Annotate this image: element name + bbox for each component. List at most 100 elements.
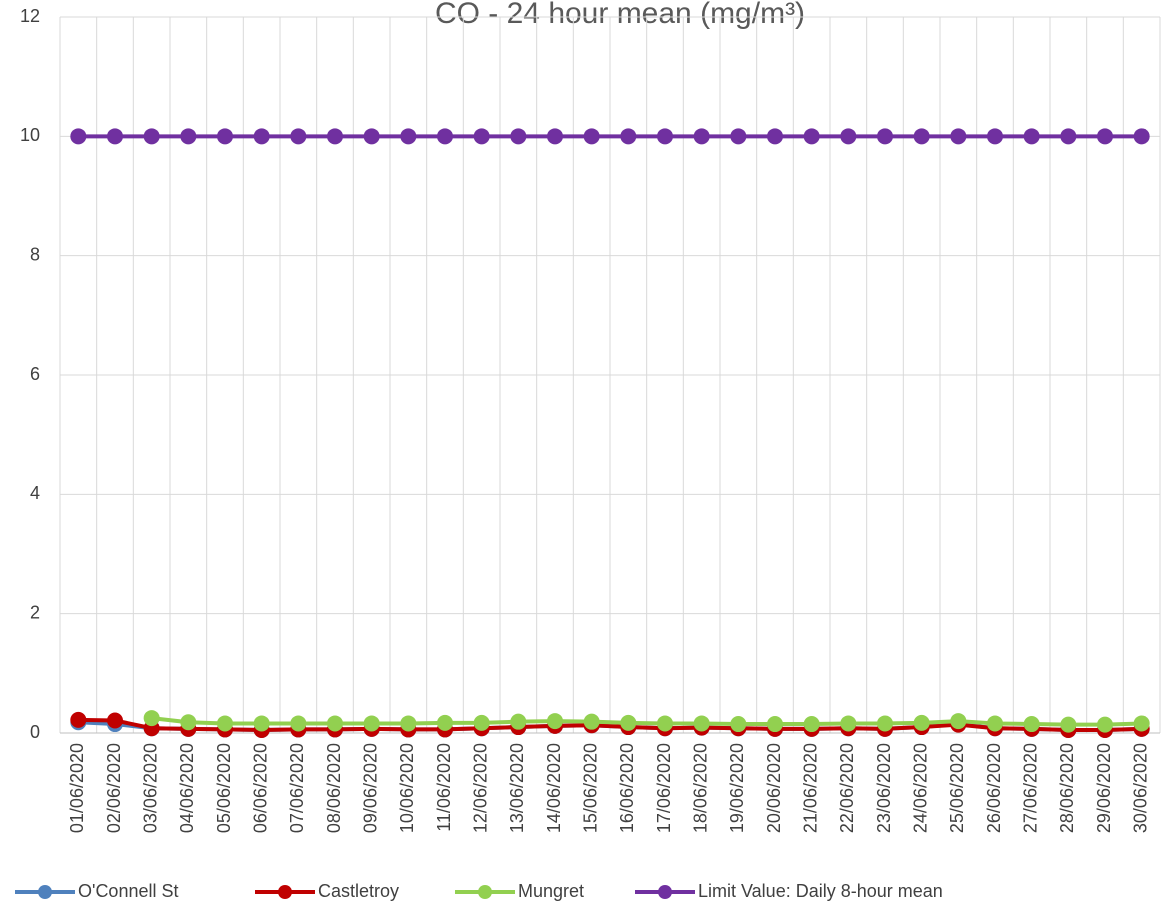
point (107, 712, 123, 729)
point (877, 715, 893, 732)
y-tick-label: 8 (30, 244, 40, 264)
legend-label: Mungret (518, 881, 584, 901)
point (913, 714, 930, 731)
point (840, 128, 857, 145)
x-tick-label: 08/06/2020 (324, 743, 344, 833)
point (1133, 715, 1150, 732)
point (1097, 128, 1113, 145)
y-tick-label: 0 (30, 722, 40, 742)
point (1097, 716, 1113, 733)
point (437, 714, 453, 731)
point (840, 715, 857, 732)
point (1133, 128, 1150, 145)
legend-marker (38, 885, 52, 899)
point (913, 128, 930, 145)
point (657, 715, 673, 732)
x-tick-label: 11/06/2020 (434, 743, 454, 832)
x-tick-label: 24/06/2020 (910, 743, 930, 833)
point (657, 128, 673, 145)
point (70, 128, 87, 145)
x-tick-label: 20/06/2020 (764, 743, 784, 833)
point (217, 128, 233, 145)
series-line (151, 716, 1142, 727)
point (950, 128, 967, 145)
point (547, 713, 563, 730)
x-tick-label: 28/06/2020 (1057, 743, 1077, 833)
point (327, 715, 343, 732)
point (253, 128, 270, 145)
x-tick-label: 22/06/2020 (837, 743, 857, 833)
x-tick-label: 16/06/2020 (617, 743, 637, 833)
point (180, 714, 197, 731)
legend-label: Castletroy (318, 881, 399, 901)
point (877, 128, 893, 145)
point (583, 713, 600, 730)
point (1023, 716, 1040, 733)
point (143, 128, 160, 145)
point (217, 715, 233, 732)
legend-label: Limit Value: Daily 8-hour mean (698, 881, 943, 901)
x-tick-label: 07/06/2020 (287, 743, 307, 833)
point (107, 128, 123, 145)
y-tick-label: 6 (30, 364, 40, 384)
legend-marker (478, 885, 492, 899)
point (70, 711, 87, 728)
point (290, 715, 307, 732)
x-tick-label: 10/06/2020 (397, 743, 417, 833)
x-tick-label: 12/06/2020 (470, 743, 490, 833)
x-tick-label: 26/06/2020 (984, 743, 1004, 833)
point (1023, 128, 1040, 145)
y-tick-label: 10 (20, 125, 40, 145)
point (473, 128, 490, 145)
point (290, 128, 307, 145)
point (1060, 716, 1077, 733)
x-tick-label: 04/06/2020 (177, 743, 197, 833)
point (583, 128, 600, 145)
x-tick-label: 19/06/2020 (727, 743, 747, 833)
x-tick-label: 29/06/2020 (1094, 743, 1114, 833)
point (363, 715, 380, 732)
point (803, 128, 820, 145)
chart-title: CO - 24 hour mean (mg/m³) (435, 0, 805, 30)
y-tick-label: 4 (30, 483, 40, 503)
y-tick-label: 2 (30, 602, 40, 622)
x-tick-label: 09/06/2020 (360, 743, 380, 833)
point (767, 128, 783, 145)
x-tick-label: 23/06/2020 (874, 743, 894, 833)
point (363, 128, 380, 145)
point (510, 713, 527, 730)
legend-marker (658, 885, 672, 899)
point (693, 128, 710, 145)
point (143, 710, 160, 727)
x-tick-label: 06/06/2020 (250, 743, 270, 833)
point (473, 714, 490, 731)
point (547, 128, 563, 145)
x-tick-label: 14/06/2020 (544, 743, 564, 833)
x-tick-label: 27/06/2020 (1020, 743, 1040, 833)
point (767, 716, 783, 733)
point (620, 128, 637, 145)
legend-marker (278, 885, 292, 899)
x-tick-label: 03/06/2020 (140, 743, 160, 833)
x-tick-label: 02/06/2020 (104, 743, 124, 833)
x-tick-label: 25/06/2020 (947, 743, 967, 833)
point (400, 128, 417, 145)
x-tick-label: 21/06/2020 (800, 743, 820, 833)
legend-label: O'Connell St (78, 881, 179, 901)
point (730, 128, 747, 145)
x-tick-label: 15/06/2020 (580, 743, 600, 833)
point (253, 715, 270, 732)
x-tick-label: 01/06/2020 (67, 743, 87, 833)
point (987, 715, 1003, 732)
point (730, 716, 747, 733)
point (327, 128, 343, 145)
x-tick-label: 17/06/2020 (654, 743, 674, 833)
x-tick-label: 13/06/2020 (507, 743, 527, 833)
point (437, 128, 453, 145)
point (1060, 128, 1077, 145)
point (987, 128, 1003, 145)
point (180, 128, 197, 145)
point (950, 713, 967, 730)
point (693, 715, 710, 732)
